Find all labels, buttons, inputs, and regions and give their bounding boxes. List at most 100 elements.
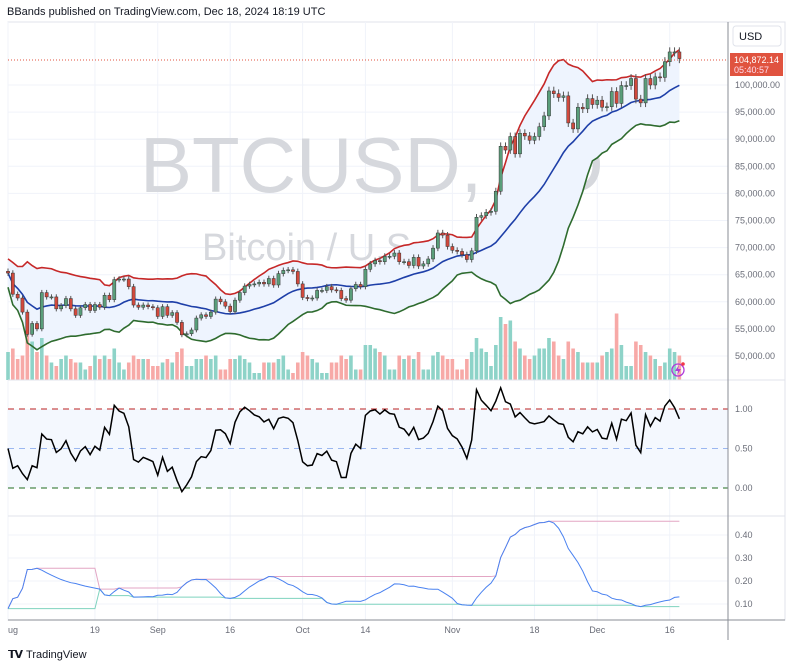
volume-bar: [532, 355, 537, 380]
volume-bar: [44, 355, 49, 380]
volume-bar: [643, 352, 648, 380]
candle: [353, 284, 358, 290]
volume-bar: [672, 352, 677, 380]
percent-b-tick-label: 1.00: [735, 404, 753, 414]
candle: [358, 284, 363, 287]
volume-bar: [465, 359, 469, 380]
volume-bar: [160, 362, 165, 380]
candle: [397, 252, 402, 262]
bandwidth-tick-label: 0.20: [735, 576, 753, 586]
candle: [160, 306, 165, 317]
volume-bar: [455, 369, 459, 380]
candle: [653, 76, 658, 86]
candle: [213, 298, 218, 313]
volume-bar: [508, 320, 513, 380]
time-axis[interactable]: ug 19 Sep 16 Oct 14 Nov 18 Dec 16: [8, 625, 675, 635]
candle: [426, 258, 431, 265]
volume-bar: [460, 369, 464, 380]
candle: [266, 278, 271, 285]
candle: [102, 295, 107, 308]
volume-bar: [344, 359, 348, 380]
volume-bar: [349, 355, 353, 380]
volume-bar: [247, 362, 252, 380]
price-tick-label: 60,000.00: [735, 297, 775, 307]
footer-brand[interactable]: TradingView: [26, 648, 87, 661]
volume-bar: [489, 366, 493, 380]
candle: [537, 126, 542, 137]
volume-bar: [445, 359, 450, 380]
candle: [78, 307, 83, 316]
volume-bar: [595, 362, 600, 380]
volume-bar: [199, 359, 203, 380]
volume-bar: [11, 348, 15, 380]
volume-bar: [605, 352, 609, 380]
candle: [68, 298, 73, 310]
price-pane[interactable]: [6, 47, 682, 380]
candle: [35, 323, 39, 330]
candle: [667, 51, 672, 62]
tradingview-logo-icon: 𝗧𝗩: [8, 649, 23, 661]
price-tick-label: 50,000.00: [735, 351, 775, 361]
volume-bar: [469, 352, 474, 380]
candle: [431, 247, 435, 260]
candle: [64, 298, 68, 306]
candle: [392, 252, 397, 257]
volume-bar: [117, 362, 121, 380]
volume-bar: [209, 359, 213, 380]
volume-bar: [267, 362, 271, 380]
price-tick-label: 65,000.00: [735, 270, 775, 280]
percent-b-line: [7, 385, 681, 494]
candle: [257, 282, 262, 285]
price-tick-label: 100,000.00: [735, 80, 780, 90]
volume-bar: [556, 355, 561, 380]
volume-bar: [262, 362, 266, 380]
candle: [39, 292, 44, 330]
candle: [609, 91, 614, 107]
volume-bar: [213, 355, 218, 380]
price-tick-label: 95,000.00: [735, 107, 775, 117]
candle: [411, 257, 416, 266]
candle: [218, 298, 223, 303]
volume-bar: [15, 359, 20, 380]
volume-bar: [619, 345, 624, 380]
volume-bar: [257, 373, 261, 380]
volume-bar: [436, 352, 440, 380]
candle: [320, 290, 324, 292]
basis-line: [7, 84, 680, 315]
volume-bar: [184, 366, 189, 380]
volume-bar: [296, 362, 300, 380]
candle: [561, 95, 566, 98]
candle: [228, 305, 233, 312]
bandwidth-pane[interactable]: [7, 520, 680, 610]
volume-bar: [310, 359, 315, 380]
lightning-icon[interactable]: [671, 362, 685, 377]
candle: [88, 304, 92, 311]
volume-bar: [426, 369, 431, 380]
candle: [126, 278, 131, 287]
volume-bar: [136, 359, 141, 380]
volume-bar: [363, 345, 368, 380]
volume-bar: [653, 359, 658, 380]
price-axis[interactable]: 100,000.00 95,000.00 90,000.00 85,000.00 80,…: [735, 80, 780, 609]
volume-bar: [498, 317, 503, 380]
volume-bar: [252, 373, 257, 380]
volume-bar: [291, 373, 295, 380]
percent-b-pane[interactable]: [7, 385, 728, 494]
candle: [281, 270, 286, 274]
volume-bar: [658, 366, 662, 380]
candle: [378, 260, 382, 262]
currency-button[interactable]: [732, 25, 782, 47]
candle: [629, 78, 633, 86]
footer: 𝗧𝗩 TradingView: [8, 648, 87, 662]
candle: [638, 98, 643, 104]
time-tick-label: 19: [90, 625, 100, 635]
volume-bar: [102, 355, 107, 380]
price-tick-label: 70,000.00: [735, 243, 775, 253]
percent-b-tick-label: 0.00: [735, 483, 753, 493]
volume-bar: [49, 362, 54, 380]
volume-bar: [228, 359, 232, 380]
candle: [643, 78, 648, 104]
candle: [93, 304, 97, 311]
volume-bar: [614, 313, 619, 380]
